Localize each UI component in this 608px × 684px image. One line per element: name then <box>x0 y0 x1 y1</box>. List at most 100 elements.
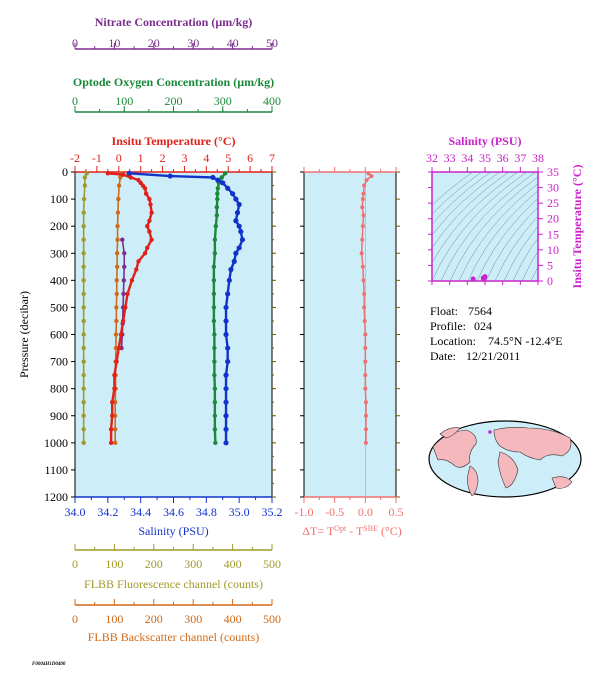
pressure-tick-label: 400 <box>50 273 68 287</box>
date-value: 12/21/2011 <box>466 349 521 363</box>
salinity-point <box>236 245 242 251</box>
backscatter-line <box>114 173 123 443</box>
backscatter-tick-label: 100 <box>105 612 123 626</box>
temperature-point <box>123 305 128 310</box>
fluorescence-point <box>81 427 86 432</box>
fluorescence-tick-label: 0 <box>72 557 78 571</box>
backscatter-point <box>112 440 118 446</box>
salinity-point <box>210 174 216 181</box>
delta-point <box>360 237 365 242</box>
ts-contour <box>440 172 537 281</box>
ts-contour <box>476 198 538 281</box>
backscatter-point <box>114 291 119 297</box>
map-float-marker <box>488 430 492 434</box>
oxygen-point <box>215 196 220 202</box>
temperature-point <box>147 196 152 202</box>
backscatter-point <box>115 223 120 229</box>
oxygen-tick-label: 300 <box>214 94 232 108</box>
world-map <box>428 420 582 498</box>
nitrate-tick-label: 40 <box>227 36 239 50</box>
salinity-point <box>230 191 236 197</box>
salinity-point <box>236 201 242 208</box>
temperature-point <box>148 202 153 207</box>
oxygen-point <box>212 372 217 378</box>
salinity-point <box>223 331 229 338</box>
salinity-point <box>225 185 231 191</box>
temperature-tick-label: 5 <box>225 151 231 165</box>
temperature-point <box>128 175 134 180</box>
delta-point <box>362 291 367 296</box>
ts-contour <box>432 172 519 264</box>
delta-point <box>366 171 371 176</box>
delta-axis-label: ΔT= TOpt - TSBE (°C) <box>302 524 402 539</box>
oxygen-point <box>213 223 219 229</box>
pressure-tick-label: 1100 <box>44 463 68 477</box>
oxygen-point <box>215 191 220 196</box>
delta-tick-label: 0.0 <box>358 505 373 519</box>
temperature-tick-label: 2 <box>160 151 166 165</box>
ts-contour <box>503 226 538 281</box>
salinity-point <box>233 218 239 224</box>
fluorescence-point <box>81 345 86 351</box>
salinity-point <box>223 440 229 446</box>
salinity-tick-label: 34.0 <box>65 505 86 519</box>
location-label: Location: <box>430 334 476 348</box>
oxygen-axis-label: Optode Oxygen Concentration (µm/kg) <box>73 75 274 89</box>
ts-point <box>480 275 486 281</box>
oxygen-point <box>211 318 217 324</box>
salinity-point <box>215 177 221 183</box>
fluorescence-point <box>82 175 88 180</box>
temperature-point <box>142 251 148 256</box>
float-value: 7564 <box>468 304 492 318</box>
salinity-point <box>223 426 229 432</box>
backscatter-point <box>115 210 121 215</box>
fluorescence-point <box>81 400 86 405</box>
float-info: Float: 7564 Profile: 024 Location: 74.5°N -… <box>430 304 563 364</box>
backscatter-point <box>112 427 118 432</box>
nitrate-point <box>120 237 125 242</box>
delta-tick-label: 0.5 <box>389 505 404 519</box>
temperature-point <box>118 332 124 337</box>
fluorescence-point <box>81 210 86 215</box>
pressure-tick-label: 0 <box>62 165 68 179</box>
pressure-tick-label: 900 <box>50 409 68 423</box>
ts-contour <box>485 206 538 281</box>
temperature-tick-label: 6 <box>247 151 253 165</box>
temperature-point <box>114 359 119 364</box>
delta-tick-label: -0.5 <box>325 505 344 519</box>
temperature-tick-label: 3 <box>181 151 187 165</box>
salinity-point <box>223 386 229 392</box>
temperature-tick-label: 4 <box>203 151 209 165</box>
temperature-point <box>116 345 121 351</box>
ts-contour <box>458 183 538 281</box>
salinity-tick-label: 34.6 <box>163 505 184 519</box>
ts-x-tick-label: 34 <box>461 151 473 165</box>
nitrate-tick-label: 50 <box>266 36 278 50</box>
fluorescence-tick-label: 200 <box>145 557 163 571</box>
nitrate-point <box>122 264 127 269</box>
backscatter-tick-label: 500 <box>263 612 281 626</box>
temperature-point <box>134 267 139 272</box>
temperature-tick-label: -1 <box>92 151 102 165</box>
delta-point <box>362 318 367 323</box>
salinity-point <box>223 372 229 378</box>
fluorescence-point <box>81 440 86 446</box>
delta-point <box>360 205 365 210</box>
temperature-point <box>147 218 152 223</box>
nitrate-point <box>122 251 127 256</box>
ts-contour <box>512 237 538 281</box>
oxygen-point <box>211 291 217 297</box>
salinity-point <box>234 210 241 216</box>
oxygen-point <box>211 305 217 310</box>
profile-label: Profile: <box>430 319 466 333</box>
oxygen-point <box>212 251 218 256</box>
ts-y-tick-label: 0 <box>547 274 553 288</box>
salinity-point <box>225 345 231 351</box>
fluorescence-point <box>81 318 86 324</box>
ts-x-tick-label: 32 <box>426 151 438 165</box>
ts-contour <box>432 172 483 215</box>
temperature-tick-label: 1 <box>138 151 144 165</box>
ts-x-tick-label: 38 <box>532 151 544 165</box>
temperature-tick-label: 0 <box>116 151 122 165</box>
